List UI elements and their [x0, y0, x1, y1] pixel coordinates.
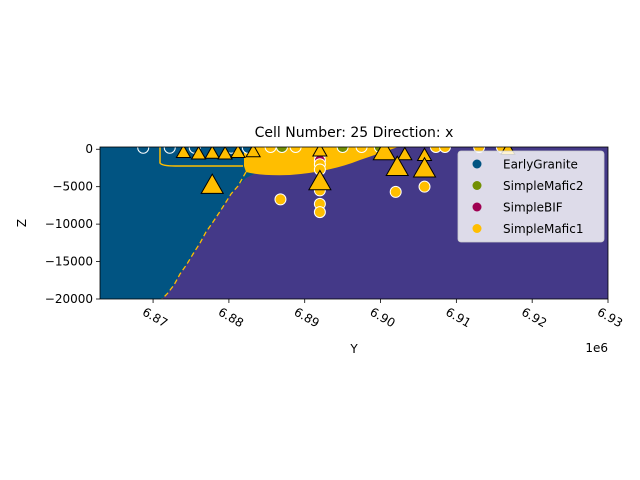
orientation-marker [372, 147, 397, 161]
y-tick-label: −20000 [45, 292, 93, 306]
orientation-markers [175, 147, 516, 194]
y-tick-label: −15000 [45, 255, 93, 269]
surface-point [289, 147, 302, 153]
orientation-marker [385, 155, 410, 176]
legend-entry-label: SimpleMafic2 [503, 179, 583, 193]
plot-frame [99, 146, 609, 300]
y-axis-label: Z [15, 219, 29, 227]
surface-point [418, 180, 431, 193]
orientation-marker [175, 147, 192, 158]
x-tick-label: 6.87 [140, 305, 170, 330]
y-axis-ticks: 0 −5000 −10000 −15000 −20000 [45, 142, 100, 306]
x-tick-label: 6.93 [595, 305, 625, 330]
legend: EarlyGranite SimpleMafic2 SimpleBIF SimpleM… [457, 150, 605, 243]
surface-point [163, 147, 176, 154]
legend-entry-label: SimpleMafic1 [503, 222, 583, 236]
orientation-marker [217, 147, 233, 160]
legend-box [457, 150, 605, 243]
legend-marker [472, 181, 482, 190]
surface-point [313, 206, 326, 219]
simple-mafic1-contact-line [159, 147, 243, 167]
surface-point [355, 147, 368, 153]
orientation-marker [230, 147, 246, 158]
y-tick-label: −10000 [45, 217, 93, 231]
x-tick-label: 6.90 [367, 305, 397, 330]
x-tick-label: 6.91 [443, 305, 473, 330]
orientation-marker [190, 147, 207, 160]
y-tick-label: −5000 [52, 180, 93, 194]
surface-points [137, 147, 508, 219]
legend-entry-label: EarlyGranite [503, 158, 578, 172]
orientation-marker [396, 147, 413, 161]
surface-point [429, 147, 442, 153]
orientation-marker [245, 147, 262, 158]
surface-point [438, 147, 451, 153]
surface-point [275, 147, 288, 153]
x-axis-offset-label: 1e6 [585, 341, 608, 355]
chart-title: Cell Number: 25 Direction: x [255, 125, 454, 141]
x-axis-ticks: 6.87 6.88 6.89 6.90 6.91 6.92 6.93 [140, 299, 625, 330]
legend-entry-label: SimpleBIF [503, 201, 563, 215]
orientation-marker [412, 156, 437, 178]
x-tick-label: 6.92 [519, 305, 549, 330]
surface-point [336, 147, 349, 153]
orientation-marker [308, 169, 332, 191]
x-axis-label: Y [349, 342, 358, 356]
orientation-marker [200, 173, 225, 194]
orientation-marker [312, 147, 328, 157]
legend-marker [472, 224, 482, 233]
surface-point [389, 185, 402, 198]
legend-marker [472, 159, 482, 169]
surface-point [264, 147, 277, 153]
surface-point [137, 147, 150, 154]
fault-contact-line [161, 171, 247, 299]
y-tick-label: 0 [85, 142, 93, 156]
surface-point [274, 193, 287, 206]
x-tick-label: 6.89 [292, 305, 322, 330]
legend-marker [472, 202, 482, 212]
x-tick-label: 6.88 [216, 305, 246, 330]
orientation-marker [204, 147, 221, 159]
